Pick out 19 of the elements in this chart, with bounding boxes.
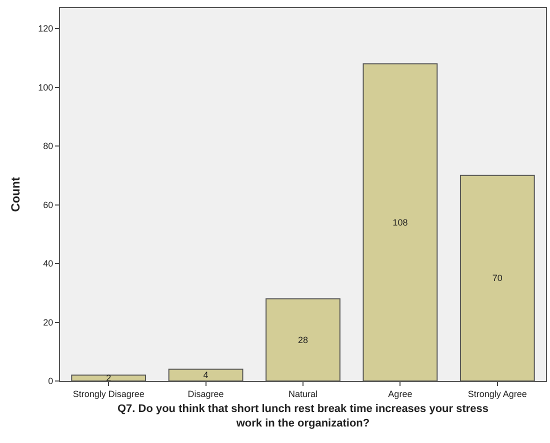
data-label: 2 <box>106 373 112 384</box>
y-tick-label: 100 <box>38 82 54 92</box>
data-label: 70 <box>492 273 502 284</box>
y-tick-label: 40 <box>43 258 54 269</box>
data-label: 108 <box>392 217 408 228</box>
x-tick-label: Natural <box>288 388 318 399</box>
y-tick-label: 80 <box>43 141 54 152</box>
y-tick-label: 60 <box>43 200 54 210</box>
y-tick-label: 0 <box>48 376 54 386</box>
y-tick-label: 20 <box>43 317 54 328</box>
y-axis-title: Count <box>8 177 22 212</box>
x-tick-label: Strongly Disagree <box>72 388 144 399</box>
x-tick-label: Disagree <box>188 388 224 399</box>
data-label: 28 <box>298 334 308 345</box>
y-tick-label: 120 <box>38 24 54 34</box>
data-label: 4 <box>203 370 208 380</box>
x-tick-label: Agree <box>388 388 412 399</box>
x-axis-title: Q7. Do you think that short lunch rest break time increases your stress work in the organization? <box>117 403 489 430</box>
x-tick-label: Strongly Agree <box>468 388 527 399</box>
